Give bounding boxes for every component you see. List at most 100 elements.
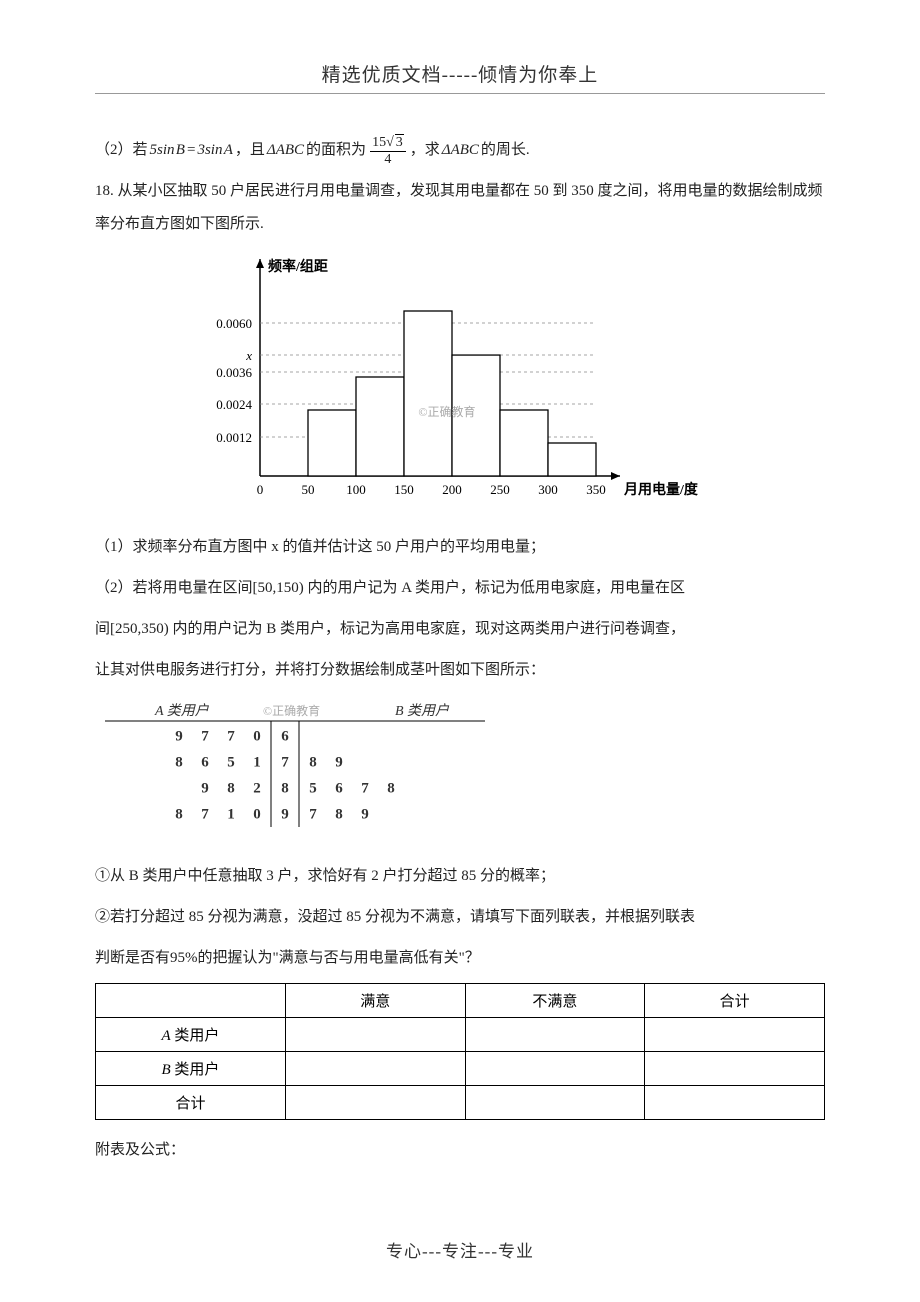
svg-text:0: 0 xyxy=(253,807,261,823)
frac-num-a: 15 xyxy=(372,135,386,150)
svg-text:0.0024: 0.0024 xyxy=(216,397,252,412)
appendix-label: 附表及公式： xyxy=(95,1134,825,1167)
q17-eq1-lhs: 5sin B xyxy=(150,134,185,167)
svg-text:150: 150 xyxy=(394,482,414,497)
q18-sub2b: 判断是否有95%的把握认为"满意与否与用电量高低有关"？ xyxy=(95,942,825,975)
svg-text:0: 0 xyxy=(257,482,264,497)
page-footer: 专心---专注---专业 xyxy=(0,1237,920,1262)
ct-cell xyxy=(285,1018,465,1052)
ct-cell xyxy=(465,1018,645,1052)
q18-1: （1）求频率分布直方图中 x 的值并估计这 50 户用户的平均用电量； xyxy=(95,531,825,564)
svg-text:9: 9 xyxy=(361,807,369,823)
svg-text:©正确教育: ©正确教育 xyxy=(418,404,475,419)
ct-cell: A 类用户 xyxy=(96,1018,286,1052)
contingency-table: 满意不满意合计A 类用户B 类用户合计 xyxy=(95,983,825,1120)
ct-header-cell: 合计 xyxy=(645,984,825,1018)
ct-cell xyxy=(465,1086,645,1120)
ct-cell xyxy=(645,1018,825,1052)
ct-cell xyxy=(645,1086,825,1120)
svg-text:8: 8 xyxy=(175,807,183,823)
svg-text:0: 0 xyxy=(253,729,261,745)
area-fraction: 15√3 4 xyxy=(370,134,406,167)
svg-text:8: 8 xyxy=(227,781,235,797)
svg-text:200: 200 xyxy=(442,482,462,497)
q18-2a: （2）若将用电量在区间[50,150) 内的用户记为 A 类用户，标记为低用电家… xyxy=(95,572,825,605)
svg-text:300: 300 xyxy=(538,482,558,497)
svg-text:0.0036: 0.0036 xyxy=(216,365,252,380)
q18-sub1: ①从 B 类用户中任意抽取 3 户，求恰好有 2 户打分超过 85 分的概率； xyxy=(95,860,825,893)
svg-text:100: 100 xyxy=(346,482,366,497)
frac-den: 4 xyxy=(382,152,393,167)
svg-text:9: 9 xyxy=(281,807,289,823)
ct-cell: 合计 xyxy=(96,1086,286,1120)
histogram: 频率/组距 0.0060 x 0.0036 0.0024 0.0012 0 50 100 150 2… xyxy=(180,251,825,516)
q18-2b: 间[250,350) 内的用户记为 B 类用户，标记为高用电家庭，现对这两类用户… xyxy=(95,613,825,646)
svg-text:7: 7 xyxy=(361,781,369,797)
svg-text:6: 6 xyxy=(335,781,343,797)
svg-text:频率/组距: 频率/组距 xyxy=(268,258,328,275)
svg-text:6: 6 xyxy=(201,755,209,771)
svg-text:1: 1 xyxy=(253,755,261,771)
eq1-eq: = xyxy=(187,134,195,167)
eq1-lhs-coef: 5sin xyxy=(150,142,175,158)
q17-mid3: ，求 xyxy=(410,134,440,167)
svg-text:x: x xyxy=(245,348,252,363)
svg-text:9: 9 xyxy=(175,729,183,745)
svg-text:50: 50 xyxy=(302,482,315,497)
svg-text:5: 5 xyxy=(227,755,235,771)
tri2: ΔABC xyxy=(442,134,479,167)
stemleaf-svg: A 类用户 ©正确教育 B 类用户 6 9 7 7 0 7 8 6 5 1 8 9 8 9 8 2 5 6 7 8 9 8 7 1 0… xyxy=(95,695,495,845)
svg-text:0.0060: 0.0060 xyxy=(216,316,252,331)
svg-text:7: 7 xyxy=(201,729,209,745)
svg-text:1: 1 xyxy=(227,807,235,823)
svg-text:©正确教育: ©正确教育 xyxy=(263,703,320,718)
svg-text:9: 9 xyxy=(335,755,343,771)
q17-mid1: ，且 xyxy=(235,134,265,167)
eq1-rhs-coef: 3sin xyxy=(197,142,222,158)
svg-text:7: 7 xyxy=(201,807,209,823)
histogram-svg: 频率/组距 0.0060 x 0.0036 0.0024 0.0012 0 50 100 150 2… xyxy=(180,251,710,511)
q18-2c: 让其对供电服务进行打分，并将打分数据绘制成茎叶图如下图所示： xyxy=(95,654,825,687)
eq1-rhs-var: A xyxy=(224,142,233,158)
svg-text:6: 6 xyxy=(281,729,289,745)
ct-header-cell xyxy=(96,984,286,1018)
ct-cell xyxy=(285,1086,465,1120)
ct-cell xyxy=(285,1052,465,1086)
svg-text:8: 8 xyxy=(281,781,289,797)
svg-text:7: 7 xyxy=(309,807,317,823)
q17-eq1-rhs: 3sin A xyxy=(197,134,232,167)
svg-text:2: 2 xyxy=(253,781,261,797)
q18-sub2a: ②若打分超过 85 分视为满意，没超过 85 分视为不满意，请填写下面列联表，并… xyxy=(95,901,825,934)
eq1-lhs-var: B xyxy=(176,142,185,158)
svg-text:250: 250 xyxy=(490,482,510,497)
svg-text:月用电量/度: 月用电量/度 xyxy=(623,481,699,498)
ct-cell xyxy=(645,1052,825,1086)
ct-header-cell: 满意 xyxy=(285,984,465,1018)
svg-text:B 类用户: B 类用户 xyxy=(395,703,450,719)
svg-text:9: 9 xyxy=(201,781,209,797)
q17-mid2: 的面积为 xyxy=(306,134,366,167)
frac-num: 15√3 xyxy=(370,134,406,151)
svg-text:5: 5 xyxy=(309,781,317,797)
svg-text:8: 8 xyxy=(309,755,317,771)
stemleaf: A 类用户 ©正确教育 B 类用户 6 9 7 7 0 7 8 6 5 1 8 9 8 9 8 2 5 6 7 8 9 8 7 1 0… xyxy=(95,695,825,850)
ct-header-cell: 不满意 xyxy=(465,984,645,1018)
svg-text:0.0012: 0.0012 xyxy=(216,430,252,445)
q18-intro: 18. 从某小区抽取 50 户居民进行月用电量调查，发现其用电量都在 50 到 … xyxy=(95,175,825,241)
ct-cell xyxy=(465,1052,645,1086)
q17-prefix: （2）若 xyxy=(95,134,148,167)
svg-text:8: 8 xyxy=(335,807,343,823)
svg-text:8: 8 xyxy=(175,755,183,771)
frac-num-b: 3 xyxy=(395,134,404,150)
q17-part2: （2）若 5sin B = 3sin A ，且 ΔABC 的面积为 15√3 4… xyxy=(95,134,825,167)
svg-text:A 类用户: A 类用户 xyxy=(154,703,210,719)
svg-text:7: 7 xyxy=(281,755,289,771)
page-header-title: 精选优质文档-----倾情为你奉上 xyxy=(95,60,825,87)
svg-text:350: 350 xyxy=(586,482,606,497)
svg-text:7: 7 xyxy=(227,729,235,745)
header-underline xyxy=(95,93,825,94)
ct-cell: B 类用户 xyxy=(96,1052,286,1086)
tri1: ΔABC xyxy=(267,134,304,167)
q17-suffix: 的周长. xyxy=(481,134,530,167)
svg-text:8: 8 xyxy=(387,781,395,797)
